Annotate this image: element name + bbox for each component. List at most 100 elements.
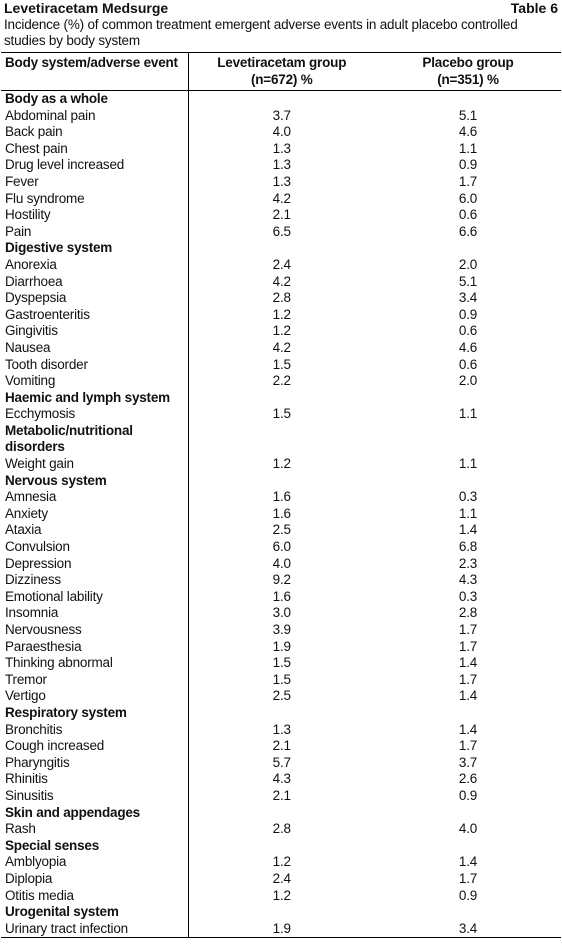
event-name: Ecchymosis [1,406,189,423]
data-row: Urinary tract infection 1.9 3.4 [1,920,561,939]
data-row: Diplopia 2.4 1.7 [1,870,561,888]
group-name: Body as a whole [1,90,189,108]
incidence: 3.4 [458,290,478,306]
event-name: Diarrhoea [1,273,189,291]
event-name: Nausea [1,339,189,357]
group-row: Nervous system [1,472,561,490]
incidence: 1.7 [458,173,478,189]
column-header-line: (n=672) % [250,71,313,87]
empty-cell [375,473,561,490]
empty-cell [188,838,375,855]
incidence: 4.6 [458,124,478,140]
empty-cell [188,423,375,456]
data-row: Weight gain 1.2 1.1 [1,456,561,473]
incidence: 5.7 [272,754,291,770]
empty-cell [188,904,375,921]
incidence: 1.2 [272,887,291,903]
data-row: Ataxia 2.5 1.4 [1,522,561,540]
incidence: 1.4 [458,854,478,870]
group-name: Skin and appendages [1,804,189,822]
event-name: Dyspepsia [1,290,189,307]
data-row: Thinking abnormal 1.5 1.4 [1,655,561,672]
data-row: Otitis media 1.2 0.9 [1,887,561,905]
incidence: 4.6 [458,339,478,355]
group-name: Digestive system [1,240,189,257]
incidence: 2.2 [272,373,291,389]
event-name: Cough increased [1,738,189,755]
incidence: 2.5 [272,522,291,538]
group-name: Special senses [1,837,189,855]
incidence: 3.7 [458,754,478,770]
incidence: 0.6 [458,356,478,372]
incidence: 1.3 [272,140,291,156]
data-row: Rhinitis 4.3 2.6 [1,771,561,788]
data-row: Hostility 2.1 0.6 [1,207,561,224]
column-header: Body system/adverse event [1,52,189,91]
data-row: Drug level increased 1.3 0.9 [1,157,561,174]
incidence: 2.5 [272,688,291,704]
group-name: Urogenital system [1,904,189,921]
incidence: 5.1 [458,273,478,289]
incidence: 0.3 [458,588,478,604]
incidence: 1.6 [272,505,291,521]
empty-cell [188,805,375,822]
data-row: Depression 4.0 2.3 [1,555,561,573]
column-header-line: (n=351) % [437,71,499,87]
incidence: 1.7 [458,638,478,654]
event-name: Chest pain [1,140,189,158]
data-row: Back pain 4.0 4.6 [1,124,561,141]
data-row: Sinusitis 2.1 0.9 [1,787,561,805]
incidence: 1.4 [458,688,478,704]
table: Body system/adverse event Levetiracetam g… [1,52,561,939]
event-name: Pain [1,223,189,241]
incidence: 1.5 [272,671,291,687]
incidence: 4.0 [272,124,291,140]
data-row: Fever 1.3 1.7 [1,173,561,191]
event-name: Pharyngitis [1,754,189,772]
event-name: Urinary tract infection [1,920,189,939]
incidence: 6.0 [458,190,478,206]
group-row: Metabolic/nutritional disorders [1,422,561,457]
header-row: Body system/adverse event Levetiracetam g… [1,52,561,91]
event-name: Drug level increased [1,157,189,174]
event-name: Vomiting [1,373,189,390]
event-name: Tooth disorder [1,356,189,374]
incidence: 1.5 [272,356,291,372]
empty-cell [188,390,375,407]
column-header-line: Placebo group [422,55,514,70]
incidence: 6.5 [272,223,291,239]
table-head: Body system/adverse event Levetiracetam g… [1,52,561,91]
incidence: 1.5 [272,655,291,671]
incidence: 0.3 [458,489,478,505]
event-name: Sinusitis [1,787,189,805]
data-row: Flu syndrome 4.2 6.0 [1,190,561,208]
event-name: Thinking abnormal [1,655,189,672]
incidence: 2.0 [458,373,478,389]
data-row: Pain 6.5 6.6 [1,223,561,241]
event-name: Nervousness [1,622,189,639]
incidence: 1.9 [272,638,291,654]
data-row: Dizziness 9.2 4.3 [1,572,561,589]
data-row: Gastroenteritis 1.2 0.9 [1,306,561,324]
event-name: Gastroenteritis [1,306,189,324]
incidence: 4.0 [458,821,478,837]
incidence: 4.0 [272,555,291,571]
data-row: Nausea 4.2 4.6 [1,339,561,357]
data-row: Tremor 1.5 1.7 [1,671,561,689]
data-row: Amnesia 1.6 0.3 [1,489,561,506]
data-row: Vomiting 2.2 2.0 [1,373,561,390]
data-row: Tooth disorder 1.5 0.6 [1,356,561,374]
data-row: Anorexia 2.4 2.0 [1,256,561,274]
incidence: 1.6 [272,489,291,505]
data-row: Vertigo 2.5 1.4 [1,688,561,705]
empty-cell [375,390,561,407]
incidence: 4.2 [272,273,291,289]
event-name: Anxiety [1,505,189,523]
column-header: Levetiracetam group (n=672) % [188,52,375,91]
data-row: Rash 2.8 4.0 [1,821,561,838]
table-number: Table 6 [510,0,558,16]
group-row: Urogenital system [1,904,561,921]
incidence: 2.6 [458,771,478,787]
column-header: Placebo group (n=351) % [375,52,561,91]
